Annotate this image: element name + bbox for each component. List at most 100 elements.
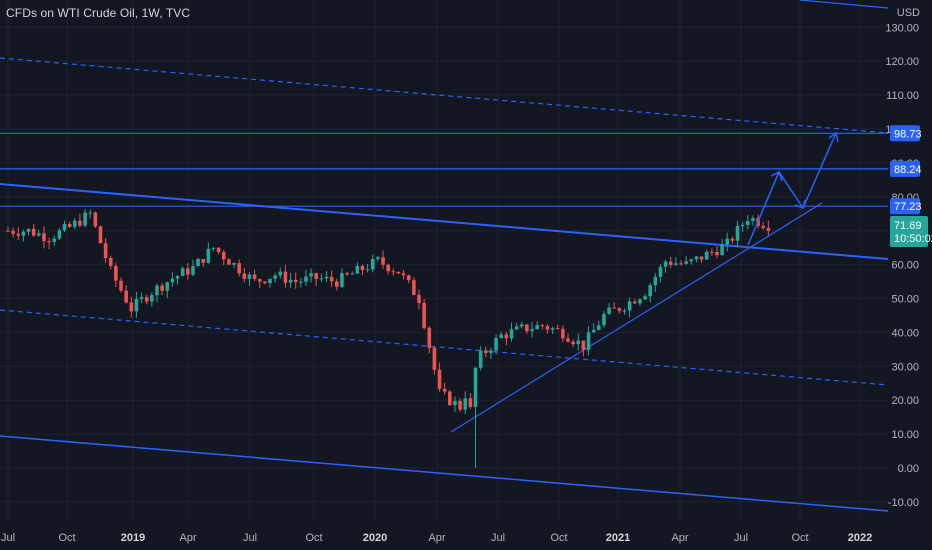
price-tag-bg (890, 198, 920, 215)
candlestick-series (6, 209, 771, 468)
candle-body (561, 328, 565, 339)
price-tag-bg (890, 125, 920, 142)
candle-body (124, 290, 128, 303)
currency-label: USD (896, 7, 920, 19)
projection-path (747, 132, 837, 246)
candle-body (324, 276, 329, 279)
candle-body (483, 350, 488, 353)
time-tick: Jul (243, 532, 257, 544)
candle-body (458, 400, 462, 410)
candle-body (268, 278, 272, 284)
candle-body (216, 247, 221, 253)
time-tick: Jul (491, 532, 505, 544)
candle-body (710, 251, 714, 253)
candle-body (576, 340, 581, 345)
channel-mid-dashed-upper (0, 57, 889, 134)
channel-bottom-line (0, 435, 889, 512)
candle-body (221, 252, 226, 260)
candle-body (679, 263, 683, 265)
time-tick: 2020 (363, 532, 387, 544)
candle-body (437, 369, 442, 389)
candle-body (93, 212, 98, 227)
candle-body (586, 332, 591, 350)
candle-body (663, 261, 668, 267)
candle-body (83, 212, 87, 226)
candle-body (720, 244, 724, 256)
price-tick: -10.00 (888, 497, 919, 509)
arrow-head-3 (828, 131, 839, 143)
candle-body (422, 302, 426, 328)
candle-body (386, 264, 390, 272)
candle-body (514, 326, 519, 330)
time-axis[interactable]: Jul Oct 2019 Apr Jul Oct 2020 Apr Jul Oct 2021 Apr J… (0, 523, 932, 550)
candle-body (309, 273, 313, 277)
time-tick: 2021 (606, 532, 630, 544)
grid (0, 0, 888, 523)
candle-body (237, 263, 241, 274)
time-tick: Apr (671, 532, 688, 544)
price-tag-label: 98.73 (894, 128, 922, 140)
candle-body (242, 273, 247, 279)
last-price-countdown: 10:50:02 (894, 233, 932, 245)
candle-body (288, 279, 293, 283)
candle-body (658, 266, 663, 277)
candle-body (257, 278, 262, 282)
candle-body (684, 261, 688, 264)
price-tag-label: 88.24 (894, 164, 922, 176)
candle-body (360, 265, 365, 271)
candle-body (103, 243, 108, 259)
time-tick: Oct (305, 532, 322, 544)
candle-body (186, 268, 190, 275)
candle-body (746, 221, 750, 225)
candle-body (417, 295, 421, 303)
candle-body (715, 251, 719, 256)
candle-body (160, 285, 164, 291)
candle-body (525, 324, 529, 332)
last-price-value: 71.69 (894, 220, 922, 232)
candle-body (129, 302, 134, 312)
candle-body (201, 258, 206, 263)
candle-body (47, 241, 51, 243)
time-tick: Jul (734, 532, 748, 544)
time-tick: Apr (179, 532, 196, 544)
candle-body (725, 238, 730, 245)
price-tick: 50.00 (891, 294, 919, 306)
price-axis[interactable]: 130.00120.00110.00100.0090.0080.0070.006… (885, 0, 932, 550)
candle-body (653, 276, 658, 286)
candle-body (489, 350, 493, 353)
candle-body (78, 220, 82, 226)
candle-body (674, 263, 678, 265)
candle-body (463, 398, 468, 410)
candle-body (406, 275, 411, 281)
candle-body (730, 238, 735, 241)
candle-body (31, 228, 36, 236)
candle-body (247, 274, 252, 279)
candle-body (263, 281, 267, 284)
time-tick: Apr (428, 532, 445, 544)
candle-body (571, 341, 575, 345)
price-tick: 30.00 (891, 361, 919, 373)
candle-body (150, 295, 154, 302)
candle-body (448, 391, 452, 406)
candle-body (468, 398, 473, 407)
candle-body (365, 269, 370, 271)
candle-body (42, 233, 46, 242)
time-tick: Oct (791, 532, 808, 544)
candle-body (740, 224, 745, 226)
candle-body (206, 248, 211, 263)
candle-body (345, 273, 349, 275)
candle-body (355, 265, 360, 274)
candle-body (232, 263, 236, 265)
candle-body (735, 225, 740, 241)
candle-body (62, 224, 67, 231)
price-tag-label: 77.23 (894, 201, 922, 213)
price-tick: 120.00 (885, 56, 919, 68)
candle-body (555, 328, 560, 330)
candle-body (699, 256, 704, 260)
price-tick: 60.00 (891, 260, 919, 272)
candle-body (37, 233, 41, 236)
drawings-layer (0, 0, 889, 512)
